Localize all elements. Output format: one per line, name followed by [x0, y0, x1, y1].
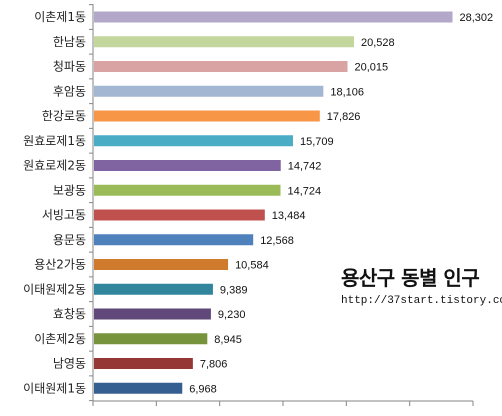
category-label: 보광동 — [53, 183, 86, 197]
value-label: 10,584 — [235, 260, 269, 272]
value-label: 7,806 — [200, 359, 228, 371]
bar — [94, 135, 293, 147]
category-label: 원효로제2동 — [23, 159, 86, 173]
value-label: 18,106 — [330, 86, 364, 98]
value-label: 6,968 — [189, 383, 217, 395]
category-label: 이촌제1동 — [34, 10, 86, 24]
bar — [94, 283, 213, 295]
bar — [94, 160, 281, 171]
category-label: 한강로동 — [42, 109, 86, 123]
chart-subtitle: http://37start.tistory.com/ — [341, 295, 502, 307]
value-label: 17,826 — [327, 111, 361, 123]
bar — [94, 358, 193, 369]
value-label: 15,709 — [300, 136, 334, 148]
bar — [94, 11, 453, 23]
bar — [94, 36, 355, 48]
value-label: 28,302 — [459, 12, 493, 24]
bar — [94, 85, 324, 97]
bar — [94, 259, 229, 270]
category-label: 원효로제1동 — [23, 134, 86, 148]
bar — [94, 234, 254, 246]
value-label: 14,724 — [288, 185, 322, 197]
value-label: 9,230 — [218, 309, 246, 321]
category-label: 효창동 — [53, 307, 86, 321]
category-label: 이촌제2동 — [34, 332, 86, 346]
category-label: 이태원제2동 — [23, 282, 86, 296]
title-block: 용산구 동별 인구 http://37start.tistory.com/ — [341, 262, 502, 307]
category-label: 용문동 — [53, 233, 86, 247]
bar — [94, 184, 281, 196]
bar — [94, 61, 348, 72]
value-label: 12,568 — [260, 235, 294, 247]
category-label: 한남동 — [53, 35, 86, 49]
bar — [94, 209, 265, 221]
bar — [94, 382, 183, 394]
value-label: 9,389 — [220, 284, 248, 296]
bar — [94, 110, 320, 122]
value-label: 13,484 — [272, 210, 306, 222]
category-label: 남영동 — [53, 357, 86, 371]
chart-title: 용산구 동별 인구 — [341, 266, 480, 290]
value-label: 20,528 — [361, 37, 395, 49]
category-label: 이태원제1동 — [23, 381, 86, 395]
bar — [94, 308, 211, 320]
category-label: 후암동 — [53, 84, 86, 98]
value-label: 8,945 — [214, 334, 242, 346]
category-label: 청파동 — [53, 60, 86, 74]
bar — [94, 333, 208, 345]
category-label: 용산2가동 — [34, 258, 86, 272]
category-label: 서빙고동 — [42, 208, 86, 222]
value-label: 20,015 — [355, 62, 389, 74]
value-label: 14,742 — [288, 161, 322, 173]
